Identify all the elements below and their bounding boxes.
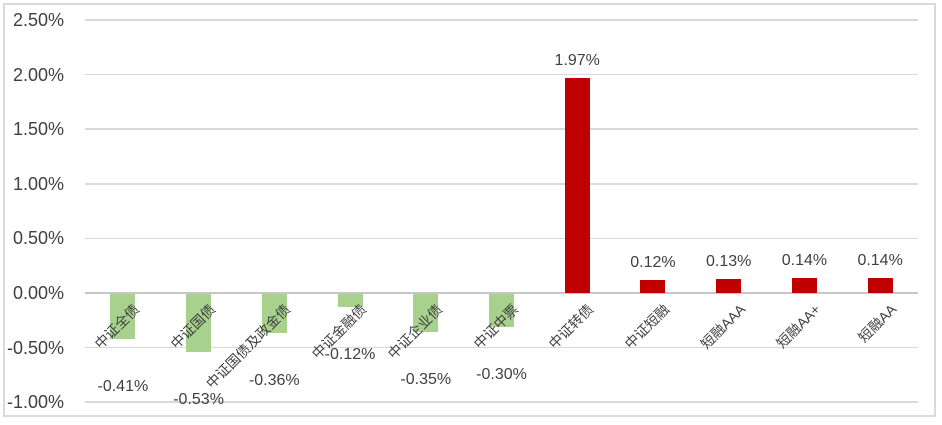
bar-中证转债 (564, 77, 590, 293)
zero-axis-line (85, 292, 918, 294)
gridline (85, 128, 918, 130)
gridline (85, 401, 918, 403)
y-tick-label: 0.50% (12, 228, 64, 249)
bar-value-label: -0.12% (324, 346, 376, 364)
bar-短融AAA (716, 278, 742, 293)
bar-中证金融债 (337, 294, 363, 308)
gridline (85, 183, 918, 185)
bar-value-label: -0.30% (476, 365, 527, 383)
bar-value-label: -0.36% (248, 372, 300, 390)
gridline (85, 19, 918, 21)
y-tick-label: -1.00% (6, 392, 64, 413)
bar-中证短融 (640, 279, 666, 293)
y-tick-label: 0.00% (12, 283, 64, 303)
gridline (85, 237, 918, 240)
bar-value-label: -0.41% (97, 377, 149, 395)
bar-短融AA (867, 277, 893, 293)
bar-中证国债及政金债 (261, 294, 287, 334)
gridline (85, 346, 918, 349)
y-tick-label: 1.00% (12, 173, 64, 194)
y-tick-label: -0.50% (6, 337, 64, 358)
gridline (85, 73, 918, 76)
bar-value-label: 0.12% (630, 253, 676, 271)
y-tick-label: 2.50% (12, 10, 64, 30)
y-tick-label: 2.00% (12, 64, 64, 85)
bar-中证中票 (489, 294, 514, 327)
bar-中证全债 (110, 294, 136, 339)
bar-短融AA+ (791, 277, 817, 293)
bar-中证国债 (186, 294, 212, 352)
bar-value-label: -0.53% (173, 390, 224, 408)
bar-value-label: -0.35% (400, 371, 452, 389)
bar-value-label: 0.14% (857, 251, 903, 269)
bar-value-label: 0.14% (781, 251, 828, 269)
bar-value-label: 1.97% (554, 51, 600, 69)
bar-中证企业债 (413, 294, 439, 333)
bar-value-label: 0.13% (705, 252, 752, 270)
y-tick-label: 1.50% (12, 119, 64, 140)
